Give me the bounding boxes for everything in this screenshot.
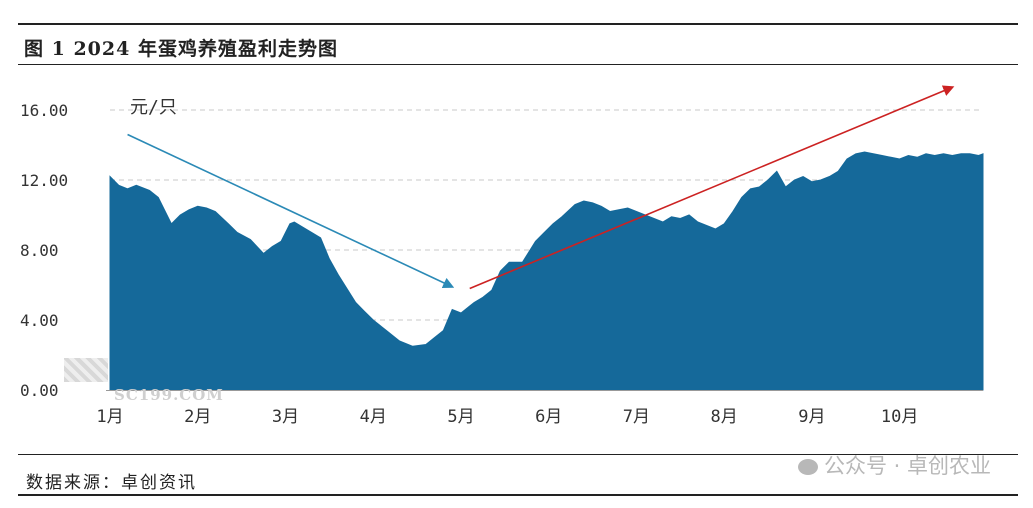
- x-tick-label: 5月: [447, 407, 474, 427]
- x-tick-label: 6月: [535, 407, 562, 427]
- y-tick-label: 16.00: [20, 101, 68, 120]
- x-tick-label: 7月: [623, 407, 650, 427]
- uptrend-arrow: [469, 85, 955, 290]
- bottom-rule: [18, 494, 1018, 496]
- downtrend-arrow: [127, 133, 455, 289]
- x-tick-label: 1月: [96, 407, 123, 427]
- profit-area-series: [109, 151, 984, 391]
- x-tick-label: 3月: [272, 407, 299, 427]
- title-rule: [18, 64, 1018, 65]
- x-tick-label: 8月: [711, 407, 738, 427]
- source-top-rule: [18, 454, 1018, 455]
- x-tick-label: 9月: [798, 407, 825, 427]
- y-tick-label: 8.00: [20, 241, 59, 260]
- y-tick-label: 12.00: [20, 171, 68, 190]
- watermark-site-text: SC199.COM: [114, 386, 224, 404]
- profit-area-chart: 0.00 4.00 8.00 12.00 16.00 1月 2月 3月 4月 5月 6月 7月 8月 9月…: [20, 85, 984, 427]
- top-rule: [18, 23, 1018, 25]
- unit-label: 元/只: [130, 97, 177, 118]
- chart-title: 图 1 2024 年蛋鸡养殖盈利走势图: [24, 38, 338, 60]
- x-tick-label: 2月: [184, 407, 211, 427]
- x-tick-label: 4月: [360, 407, 387, 427]
- wechat-watermark: 公众号 · 卓创农业: [797, 450, 991, 480]
- x-tick-label: 10月: [881, 407, 918, 427]
- y-tick-label: 0.00: [20, 381, 59, 400]
- wechat-watermark-text: 公众号 · 卓创农业: [823, 454, 991, 478]
- data-source: 数据来源：卓创资讯: [26, 473, 197, 493]
- wechat-icon: [797, 459, 818, 475]
- y-tick-label: 4.00: [20, 311, 59, 330]
- watermark-logo-icon: [64, 358, 108, 382]
